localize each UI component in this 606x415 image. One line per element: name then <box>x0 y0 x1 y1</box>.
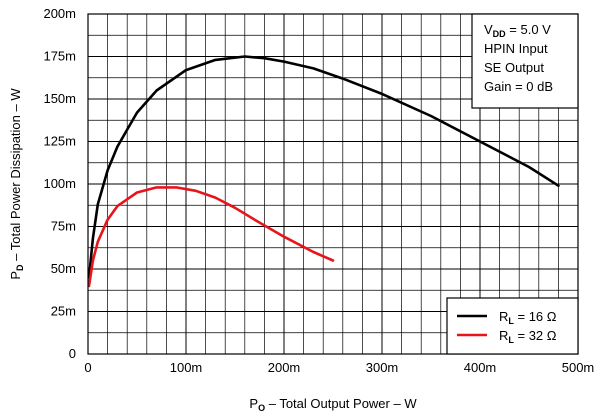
legend-label: RL = 16 Ω <box>499 309 557 326</box>
x-tick-label: 300m <box>366 360 399 375</box>
legend: RL = 16 Ω RL = 32 Ω <box>446 297 579 355</box>
legend-label: RL = 32 Ω <box>499 328 557 345</box>
series-layer <box>87 55 560 288</box>
y-tick-label: 100m <box>43 176 76 191</box>
y-tick-label: 0 <box>69 346 76 361</box>
annotation-frame <box>471 13 579 109</box>
annotation-line: Gain = 0 dB <box>484 79 553 94</box>
legend-frame <box>446 297 579 355</box>
y-tick-label: 25m <box>51 304 76 319</box>
annotation-line: VDD = 5.0 V <box>484 22 551 39</box>
y-tick-label: 150m <box>43 91 76 106</box>
x-tick-label: 0 <box>84 360 91 375</box>
x-tick-label: 400m <box>464 360 497 375</box>
x-axis-title: PO – Total Output Power – W <box>249 396 417 413</box>
y-tick-label: 200m <box>43 6 76 21</box>
series-line-1 <box>87 55 560 279</box>
x-tick-label: 200m <box>268 360 301 375</box>
y-tick-label: 125m <box>43 134 76 149</box>
plot-frame <box>87 13 579 355</box>
x-tick-label: 500m <box>562 360 595 375</box>
y-tick-label: 175m <box>43 49 76 64</box>
y-tick-label: 50m <box>51 261 76 276</box>
annotation-line: SE Output <box>484 60 544 75</box>
y-tick-labels: 0 25m 50m 75m 100m 125m 150m 175m 200m <box>43 6 76 361</box>
y-axis-title: PD – Total Power Dissipation – W <box>8 88 25 280</box>
series-line-2 <box>87 186 335 288</box>
x-tick-labels: 0 100m 200m 300m 400m 500m <box>84 360 594 375</box>
y-tick-label: 75m <box>51 219 76 234</box>
annotation-box: VDD = 5.0 V HPIN Input SE Output Gain = 0 d… <box>471 13 579 109</box>
annotation-line: HPIN Input <box>484 41 548 56</box>
x-tick-label: 100m <box>170 360 203 375</box>
